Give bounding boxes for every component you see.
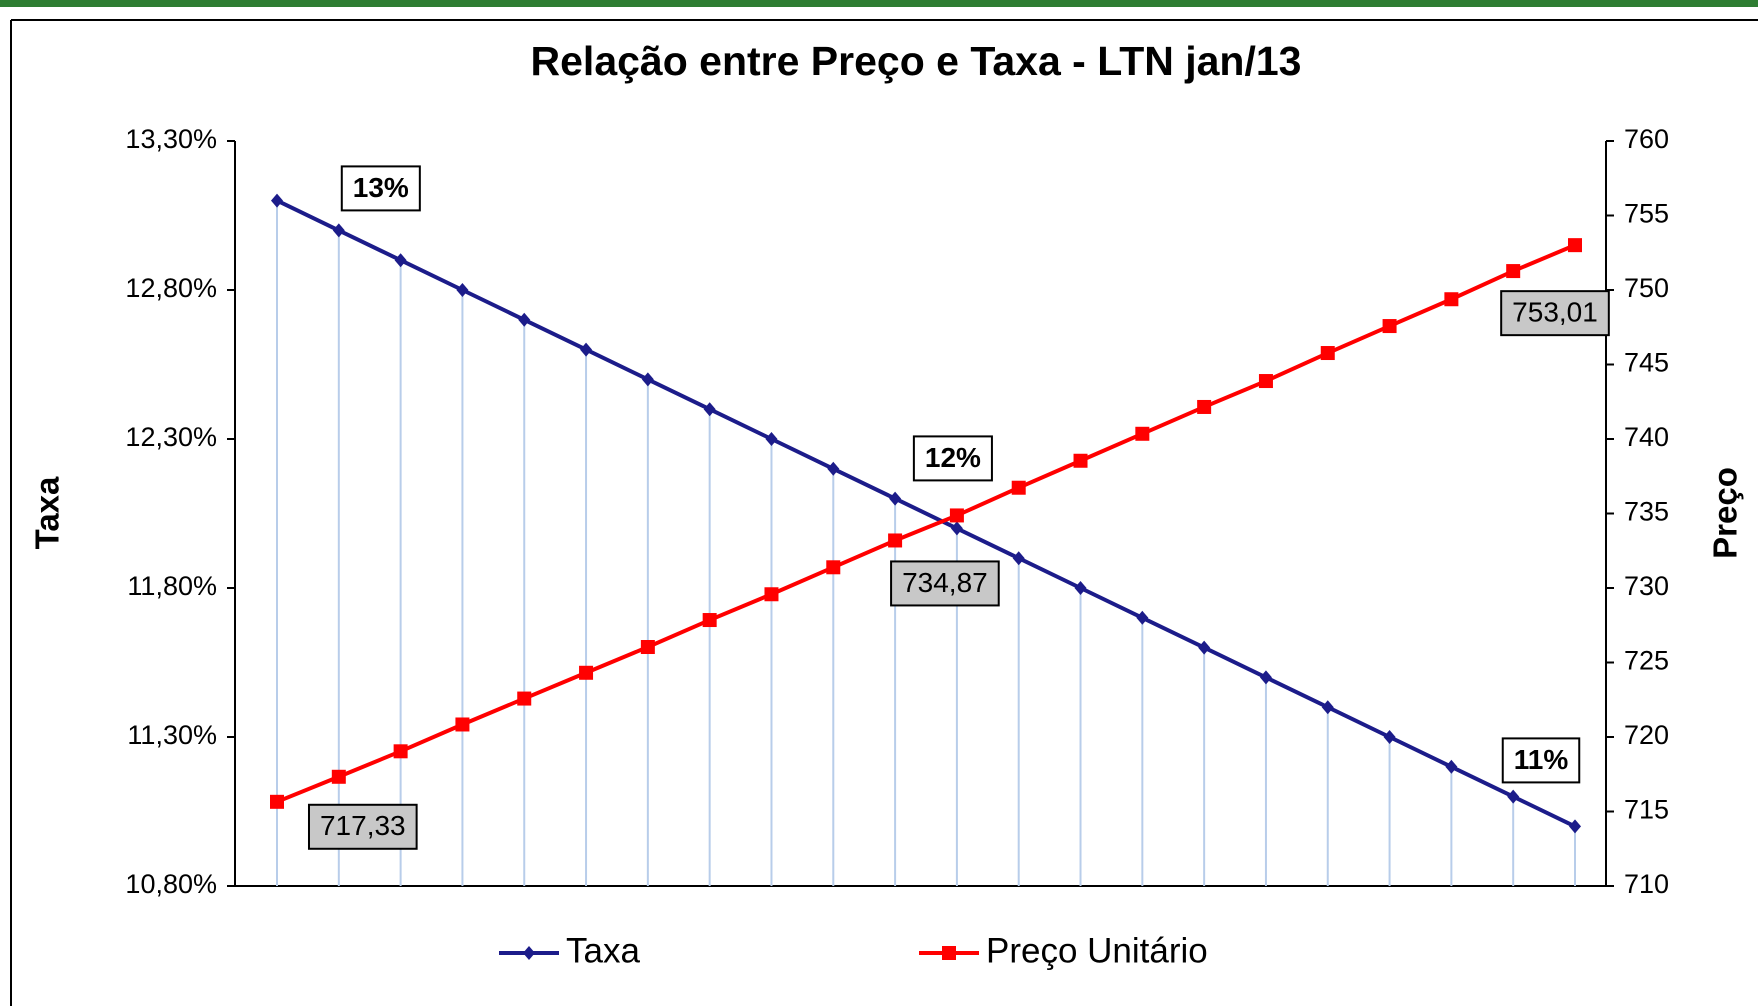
- marker: [703, 402, 716, 417]
- y-axis-title: Taxa: [29, 476, 66, 549]
- marker: [1197, 399, 1212, 414]
- data-label-text: 13%: [353, 172, 409, 203]
- chart-title: Relação entre Preço e Taxa - LTN jan/13: [531, 38, 1302, 84]
- legend-marker: [523, 946, 535, 960]
- marker: [579, 665, 594, 680]
- data-label: 717,33: [307, 803, 418, 850]
- y2-tick-label: 755: [1624, 199, 1669, 229]
- data-label-box: [307, 803, 418, 850]
- marker: [331, 769, 346, 784]
- marker: [702, 613, 717, 628]
- marker: [1136, 610, 1149, 625]
- y-tick-label: 12,80%: [125, 273, 217, 303]
- series-line: [276, 198, 1576, 829]
- data-label-text: 717,33: [320, 810, 406, 841]
- marker: [270, 794, 284, 809]
- marker: [1568, 238, 1582, 253]
- marker: [765, 432, 778, 446]
- y2-tick-label: 750: [1624, 273, 1669, 303]
- marker: [580, 342, 593, 357]
- y-tick-label: 11,30%: [127, 720, 217, 750]
- data-label: 13%: [340, 165, 421, 212]
- y2-tick-label: 760: [1624, 124, 1669, 154]
- series-line: [276, 243, 1576, 804]
- marker: [455, 717, 470, 732]
- y2-axis-title: Preço: [1707, 467, 1744, 559]
- data-label-text: 734,87: [902, 567, 988, 598]
- marker: [949, 508, 964, 523]
- data-label-text: 11%: [1514, 744, 1569, 775]
- marker: [950, 521, 963, 536]
- y-tick-label: 13,30%: [125, 124, 217, 154]
- marker: [1506, 264, 1521, 279]
- data-label-box: [1500, 290, 1610, 337]
- marker: [456, 283, 469, 297]
- marker: [271, 193, 283, 208]
- y2-tick-label: 710: [1624, 869, 1669, 899]
- marker: [1258, 374, 1273, 389]
- legend-item: Taxa: [499, 931, 640, 970]
- y2-tick-label: 715: [1624, 795, 1669, 825]
- marker: [1135, 426, 1150, 441]
- y2-tick-label: 740: [1624, 422, 1669, 452]
- y2-tick-label: 735: [1624, 497, 1669, 527]
- legend-item: Preço Unitário: [919, 931, 1208, 970]
- marker: [764, 587, 779, 602]
- y-tick-label: 10,80%: [125, 869, 217, 899]
- marker: [1382, 319, 1397, 334]
- marker: [518, 312, 531, 327]
- marker: [1259, 670, 1272, 685]
- data-label: 12%: [912, 435, 993, 482]
- y2-tick-label: 730: [1624, 571, 1669, 601]
- data-label-text: 753,01: [1512, 297, 1598, 328]
- marker: [1074, 581, 1087, 595]
- marker: [1198, 640, 1211, 655]
- top-bar: [0, 0, 1758, 7]
- data-label-box: [890, 560, 1000, 607]
- marker: [1012, 551, 1025, 566]
- marker: [1445, 759, 1458, 774]
- marker: [332, 223, 345, 238]
- y2-tick-label: 720: [1624, 720, 1669, 750]
- marker: [826, 560, 841, 575]
- data-label-text: 12%: [925, 442, 981, 473]
- marker: [1444, 292, 1459, 307]
- data-label-box: [912, 435, 993, 482]
- marker: [1321, 700, 1334, 715]
- marker: [1569, 819, 1581, 834]
- legend-marker: [942, 946, 956, 960]
- y2-tick-label: 745: [1624, 348, 1669, 378]
- marker: [394, 253, 407, 268]
- marker: [640, 640, 655, 655]
- data-label-box: [340, 165, 421, 212]
- data-label: 753,01: [1500, 290, 1610, 337]
- data-label: 734,87: [890, 560, 1000, 607]
- marker: [393, 744, 408, 759]
- marker: [1507, 789, 1520, 804]
- data-label: 11%: [1501, 737, 1581, 784]
- y-tick-label: 12,30%: [125, 422, 217, 452]
- marker: [1320, 346, 1335, 361]
- legend-label: Preço Unitário: [986, 931, 1208, 970]
- marker: [1073, 453, 1088, 468]
- legend-label: Taxa: [566, 931, 640, 970]
- marker: [889, 491, 902, 506]
- marker: [888, 533, 903, 548]
- y2-tick-label: 725: [1624, 646, 1669, 676]
- marker: [1383, 730, 1396, 744]
- marker: [827, 461, 840, 476]
- data-label-box: [1501, 737, 1581, 784]
- marker: [517, 691, 532, 706]
- y-tick-label: 11,80%: [127, 571, 217, 601]
- marker: [641, 372, 654, 387]
- marker: [1011, 480, 1026, 495]
